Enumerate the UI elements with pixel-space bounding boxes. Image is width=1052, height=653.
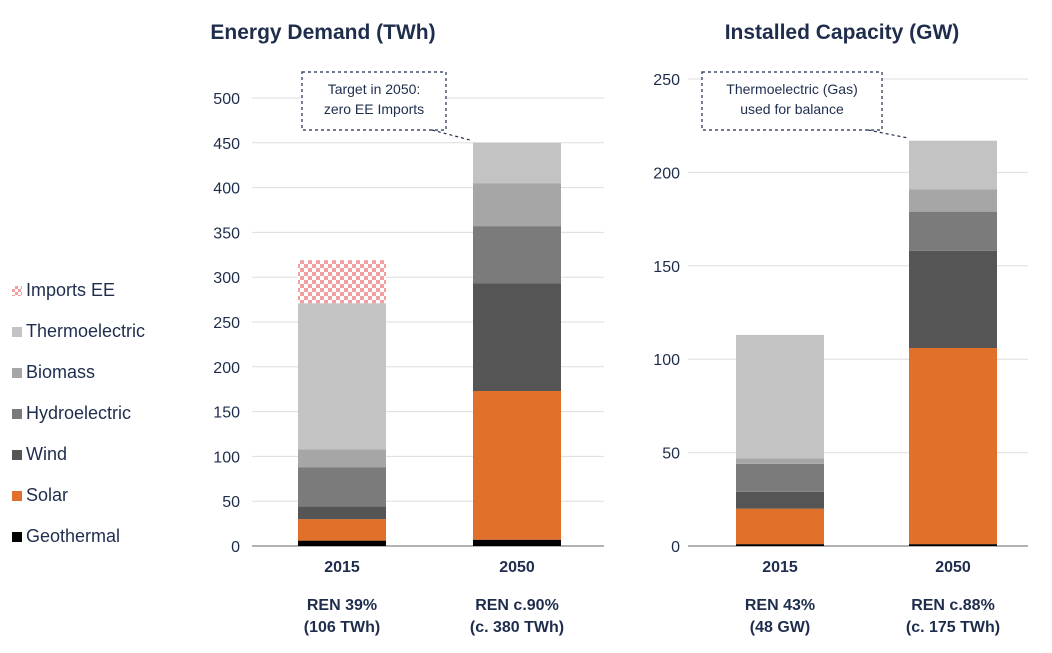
chart-title: Energy Demand (TWh) [210,21,435,44]
legend-item-wind: Wind [12,434,192,475]
legend-label-solar: Solar [26,485,69,505]
ren-amount-label: (c. 380 TWh) [470,619,564,636]
bar-segment-hydroelectric-2050 [473,226,561,284]
y-tick-label: 400 [213,181,240,198]
annotation-text: Thermoelectric (Gas) [726,81,857,97]
y-tick-label: 450 [213,136,240,153]
chart-title: Installed Capacity (GW) [725,21,960,44]
bar-segment-imports-ee-2015 [298,260,386,304]
annotation-text: zero EE Imports [324,101,424,117]
bar-segment-hydroelectric-2050 [909,211,997,251]
x-tick-label: 2050 [499,559,535,576]
bar-segment-solar-2050 [909,347,997,545]
y-tick-label: 100 [653,352,680,369]
legend-label-biomass: Biomass [26,362,96,382]
bar-segment-solar-2015 [736,508,824,545]
legend-swatch-geothermal [12,531,22,542]
annotation-text: used for balance [740,101,844,117]
legend-item-hydroelectric: Hydroelectric [12,393,192,434]
legend-label-wind: Wind [26,444,68,464]
y-tick-label: 0 [231,539,240,556]
bar-segment-geothermal-2050 [473,539,561,546]
ren-amount-label: (c. 175 TWh) [906,619,1000,636]
bar-segment-biomass-2050 [909,189,997,212]
annotation-pointer [431,129,471,141]
bar-segment-biomass-2015 [736,458,824,464]
bar-segment-solar-2050 [473,390,561,540]
y-tick-label: 250 [213,315,240,332]
y-tick-label: 250 [653,72,680,89]
legend-label-geothermal: Geothermal [26,526,121,546]
bar-segment-geothermal-2050 [909,544,997,546]
ren-amount-label: (48 GW) [750,619,810,636]
y-tick-label: 500 [213,91,240,108]
energy-demand-chart: Energy Demand (TWh) 0 50 100 150 200 250 300 350… [210,21,604,636]
bar-segment-geothermal-2015 [298,540,386,546]
x-tick-label: 2015 [324,559,360,576]
annotation-pointer [867,129,909,139]
bar-segment-wind-2015 [298,506,386,520]
legend-item-thermoelectric: Thermoelectric [12,311,192,352]
ren-share-label: REN 43% [745,597,815,614]
bar-segment-solar-2015 [298,519,386,541]
chart-legend: Imports EE Thermoelectric Biomass Hydroelec… [12,270,192,557]
bar-segment-wind-2050 [909,250,997,348]
bar-segment-thermoelectric-2050 [473,142,561,184]
y-tick-label: 150 [653,259,680,276]
legend-item-biomass: Biomass [12,352,192,393]
bar-segment-thermoelectric-2015 [736,334,824,459]
bar-segment-geothermal-2015 [736,544,824,546]
legend-swatch-biomass [12,367,22,378]
ren-share-label: REN c.88% [911,597,995,614]
annotation-box [701,71,883,131]
legend-swatch-imports-ee [12,285,22,296]
y-tick-label: 50 [662,446,680,463]
y-tick-label: 300 [213,270,240,287]
ren-amount-label: (106 TWh) [304,619,380,636]
y-tick-label: 200 [213,360,240,377]
ren-share-label: REN c.90% [475,597,559,614]
bar-segment-wind-2015 [736,491,824,509]
y-tick-label: 150 [213,405,240,422]
annotation-text: Target in 2050: [328,81,421,97]
legend-item-geothermal: Geothermal [12,516,192,557]
bar-segment-hydroelectric-2015 [736,463,824,492]
legend-label-imports-ee: Imports EE [26,280,116,300]
legend-swatch-solar [12,490,22,501]
bar-segment-hydroelectric-2015 [298,467,386,507]
y-tick-label: 350 [213,225,240,242]
bar-segment-thermoelectric-2050 [909,140,997,190]
x-tick-label: 2015 [762,559,798,576]
legend-swatch-wind [12,449,22,460]
bar-segment-wind-2050 [473,283,561,391]
bar-segment-biomass-2015 [298,449,386,468]
legend-swatch-hydroelectric [12,408,22,419]
y-tick-label: 0 [671,539,680,556]
legend-item-solar: Solar [12,475,192,516]
y-tick-label: 50 [222,494,240,511]
annotation-box [301,71,447,131]
legend-label-hydroelectric: Hydroelectric [26,403,132,423]
ren-share-label: REN 39% [307,597,377,614]
legend-item-imports-ee: Imports EE [12,270,192,311]
installed-capacity-chart: Installed Capacity (GW) 0 50 100 150 200 250 20… [653,21,1028,636]
legend-label-thermoelectric: Thermoelectric [26,321,146,341]
y-tick-label: 100 [213,449,240,466]
legend-swatch-thermoelectric [12,326,22,337]
x-tick-label: 2050 [935,559,971,576]
bar-segment-thermoelectric-2015 [298,303,386,450]
y-tick-label: 200 [653,165,680,182]
bar-segment-biomass-2050 [473,183,561,227]
